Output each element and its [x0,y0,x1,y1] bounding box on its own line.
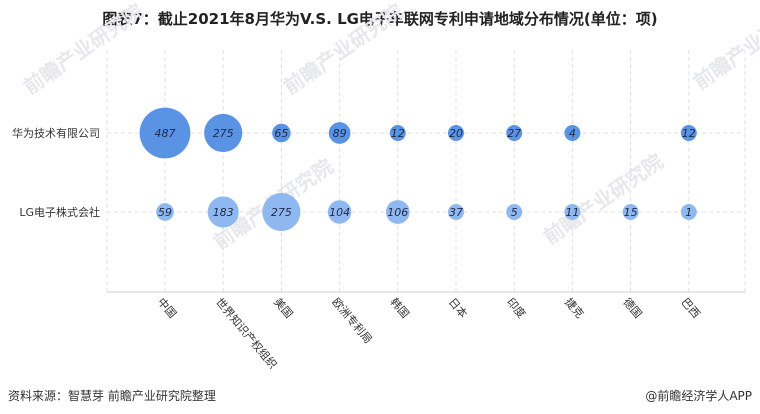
bubble [327,200,352,224]
bubble [272,123,291,143]
x-tick-label: 美国 [271,296,295,321]
data-label: 12 [682,127,696,140]
data-label: 487 [155,127,176,140]
watermark-text: 前瞻产业研究院 [539,149,667,249]
data-label: 27 [507,127,521,140]
bubble [389,125,406,141]
data-label: 5 [511,206,518,219]
bubble [506,204,523,220]
watermark-text: 前瞻产业研究院 [279,0,407,99]
chart-title: 图表7：截止2021年8月华为V.S. LG电子车联网专利申请地域分布情况(单位… [102,10,658,28]
bubble [680,204,697,220]
bubble [564,125,581,141]
data-label: 275 [213,127,234,140]
x-tick-label: 德国 [620,295,645,321]
data-label: 59 [158,206,172,219]
bubble [564,204,581,220]
bubble [156,203,174,221]
x-tick-label: 欧洲专利局 [329,295,375,346]
x-tick-label: 韩国 [388,295,413,321]
bubble [448,204,464,220]
data-label: 183 [213,206,234,219]
x-tick-label: 世界知识产权组织 [213,295,280,371]
data-label: 4 [569,127,576,140]
watermark-text: 前瞻产业研究院 [19,0,147,99]
data-label: 1 [685,206,692,219]
bubble [328,122,351,144]
data-label: 65 [274,127,288,140]
data-label: 275 [271,206,292,219]
y-tick-label: 华为技术有限公司 [12,126,100,140]
x-tick-label: 中国 [155,296,179,321]
bubble [680,125,697,141]
bubble [139,107,191,159]
bubble [622,204,639,220]
bubble [204,113,243,153]
bubble [448,125,464,141]
data-label: 104 [329,206,350,219]
data-label: 20 [449,127,463,140]
data-label: 15 [624,206,638,219]
bubble [262,192,301,232]
x-tick-label: 日本 [446,295,471,321]
y-tick-label: LG电子株式会社 [19,205,100,219]
data-label: 12 [391,127,405,140]
bubble [385,200,410,224]
source-note: 资料来源：智慧芽 前瞻产业研究院整理 [8,389,216,403]
brand-label: @前瞻经济学人APP [645,389,752,403]
bubble [207,196,239,228]
x-tick-label: 巴西 [679,296,703,321]
x-tick-label: 捷克 [562,295,587,321]
bubble [506,125,523,141]
watermark-text: 前瞻产业研究院 [689,0,760,94]
data-label: 37 [449,206,463,219]
x-tick-label: 印度 [504,295,529,321]
data-label: 106 [387,206,408,219]
data-label: 11 [565,206,579,219]
data-label: 89 [333,127,347,140]
